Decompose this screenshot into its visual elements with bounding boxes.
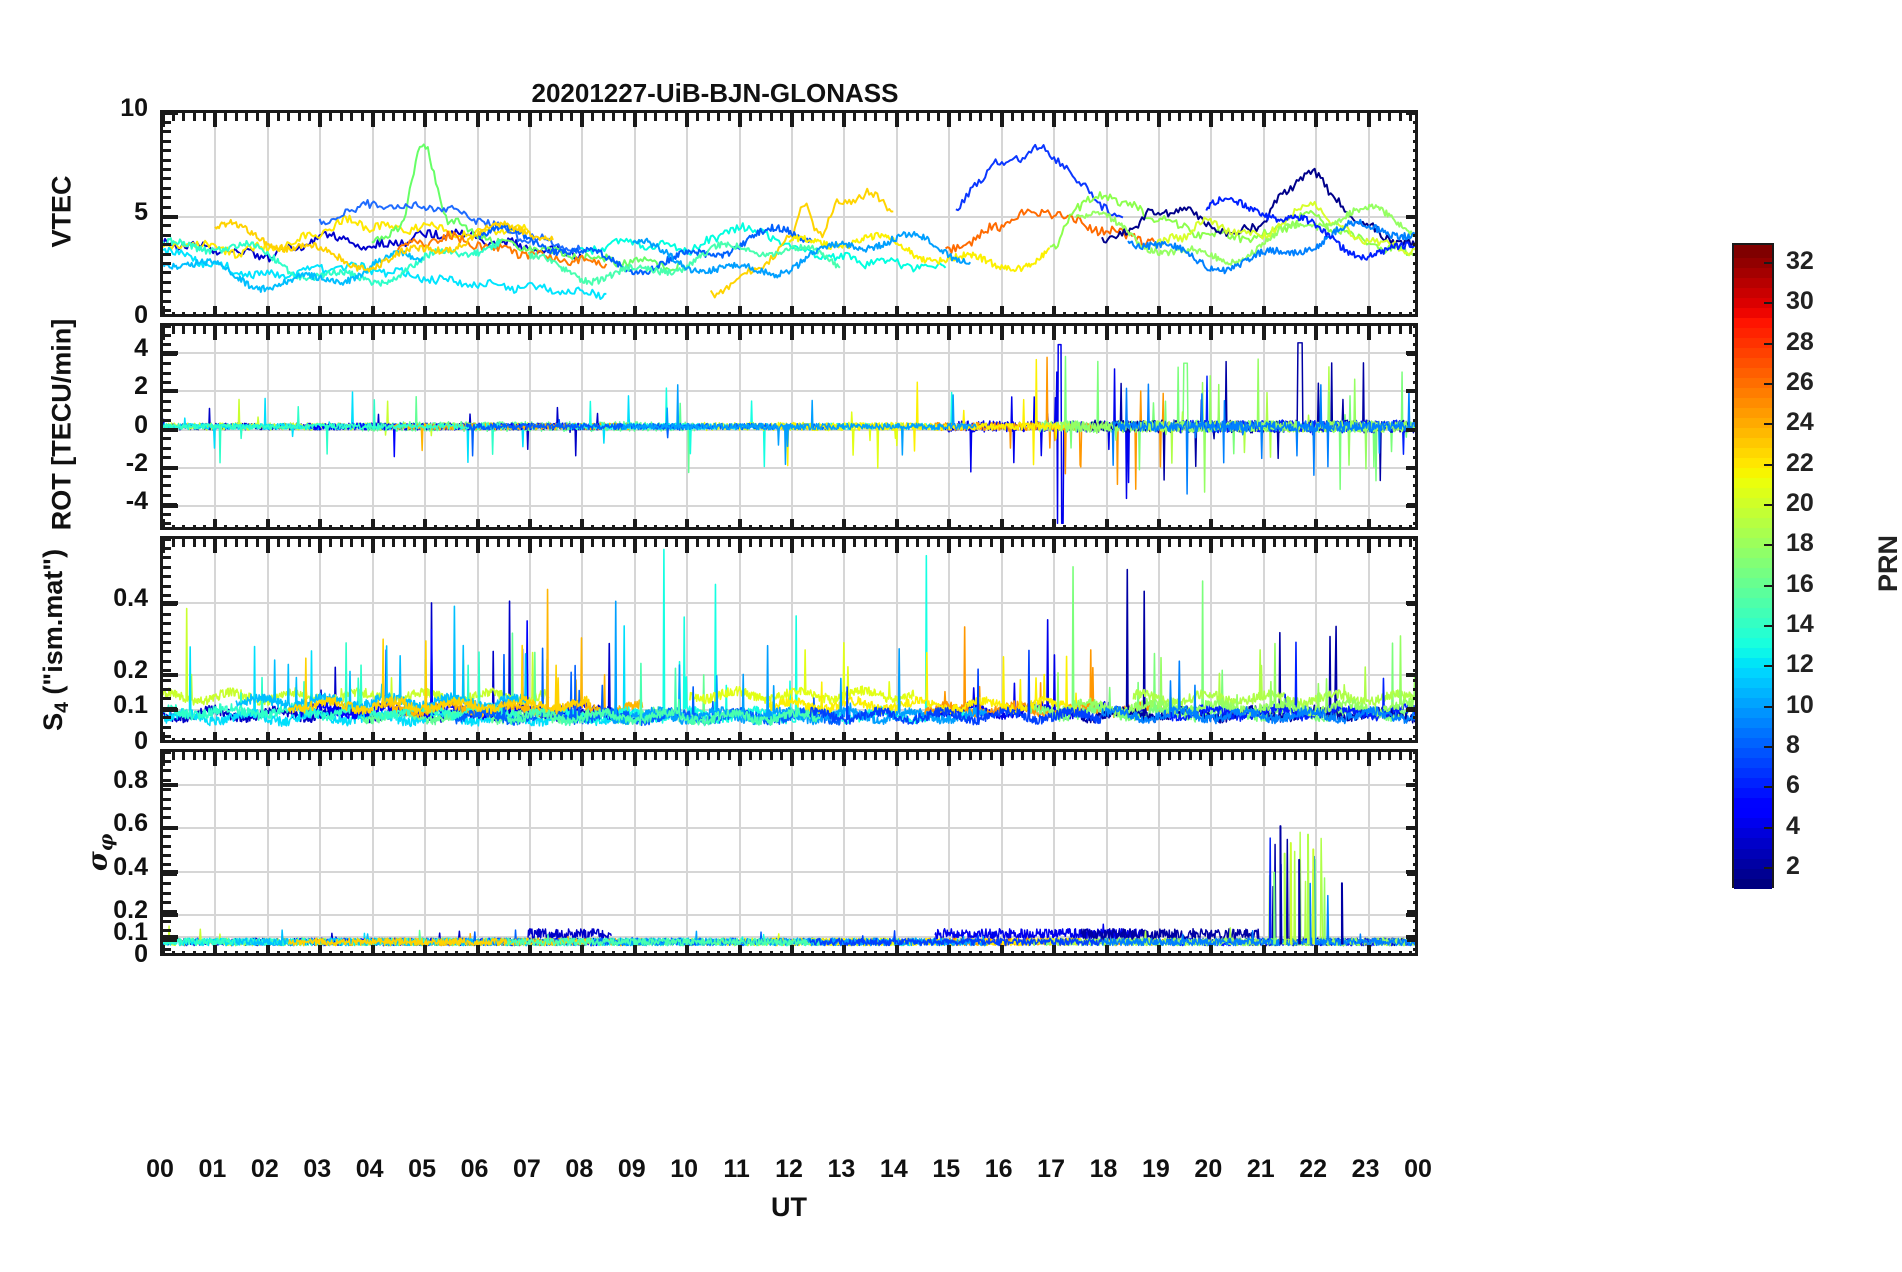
ytick-rot-2: 0 — [134, 410, 148, 439]
colorbar-tick-11: 24 — [1786, 408, 1814, 437]
xtick-0: 00 — [146, 1155, 174, 1183]
ytick-s4-3: 0.4 — [113, 584, 148, 613]
xtick-5: 05 — [408, 1155, 436, 1183]
ytick-sigmaphi-3: 0.4 — [113, 852, 148, 881]
colorbar-tickmark-3 — [1764, 745, 1773, 748]
xtick-13: 13 — [827, 1155, 856, 1183]
traces-s4 — [163, 539, 1415, 740]
ytick-vtec-0: 0 — [134, 301, 148, 329]
xtick-19: 19 — [1142, 1155, 1170, 1183]
colorbar-tick-3: 8 — [1786, 730, 1800, 759]
xtick-12: 12 — [775, 1155, 803, 1183]
colorbar-tickmark-8 — [1764, 544, 1773, 547]
panel-vtec — [160, 110, 1418, 317]
ytick-vtec-1: 5 — [134, 197, 148, 226]
traces-rot — [163, 326, 1415, 527]
colorbar-tick-0: 2 — [1786, 851, 1800, 880]
colorbar-tickmark-1 — [1764, 826, 1773, 829]
colorbar-tickmark-15 — [1764, 262, 1773, 265]
ytick-rot-4: 4 — [134, 333, 148, 362]
colorbar-tickmark-2 — [1764, 786, 1773, 789]
xtick-10: 10 — [670, 1155, 699, 1183]
xlabel: UT — [771, 1192, 807, 1222]
xtick-3: 03 — [303, 1155, 332, 1183]
colorbar-tickmark-14 — [1764, 302, 1773, 305]
colorbar-tickmark-6 — [1764, 624, 1773, 627]
ytick-rot-1: -2 — [125, 448, 148, 477]
ytick-s4-0: 0 — [134, 727, 148, 755]
colorbar-tick-8: 18 — [1786, 529, 1814, 558]
xtick-6: 06 — [460, 1155, 489, 1183]
colorbar-tick-12: 26 — [1786, 368, 1814, 397]
colorbar-tick-14: 30 — [1786, 287, 1814, 316]
xtick-7: 07 — [513, 1155, 541, 1183]
ytick-sigmaphi-0: 0 — [134, 940, 148, 968]
colorbar-tickmark-10 — [1764, 463, 1773, 466]
xtick-23: 23 — [1351, 1155, 1380, 1183]
colorbar-tickmark-0 — [1764, 866, 1773, 869]
colorbar-tick-10: 22 — [1786, 448, 1814, 477]
xtick-18: 18 — [1089, 1155, 1118, 1183]
colorbar-tick-5: 12 — [1786, 650, 1814, 679]
colorbar-tick-9: 20 — [1786, 489, 1814, 518]
grid-sigmaphi — [163, 752, 1415, 953]
colorbar-tickmark-12 — [1764, 383, 1773, 386]
xtick-17: 17 — [1037, 1155, 1065, 1183]
xtick-20: 20 — [1194, 1155, 1223, 1183]
colorbar-tickmark-7 — [1764, 584, 1773, 587]
colorbar-tick-4: 10 — [1786, 690, 1814, 719]
traces-sigmaphi — [163, 752, 1415, 953]
xtick-16: 16 — [984, 1155, 1013, 1183]
panel-sigmaphi — [160, 749, 1418, 956]
ytick-sigmaphi-4: 0.6 — [113, 809, 148, 838]
traces-vtec — [163, 113, 1415, 314]
colorbar-tick-7: 16 — [1786, 569, 1814, 598]
colorbar-tick-1: 4 — [1786, 811, 1800, 840]
colorbar-tickmark-9 — [1764, 504, 1773, 507]
colorbar-tickmark-13 — [1764, 342, 1773, 345]
ytick-sigmaphi-2: 0.2 — [113, 896, 148, 925]
panel-s4 — [160, 536, 1418, 743]
ytick-s4-1: 0.1 — [113, 691, 148, 720]
xtick-1: 01 — [198, 1155, 227, 1183]
colorbar-tick-6: 14 — [1786, 609, 1814, 638]
ytick-s4-2: 0.2 — [113, 655, 148, 684]
xtick-9: 09 — [617, 1155, 646, 1183]
colorbar-tick-13: 28 — [1786, 327, 1814, 356]
xtick-8: 08 — [565, 1155, 594, 1183]
ytick-sigmaphi-5: 0.8 — [113, 765, 148, 794]
xtick-4: 04 — [355, 1155, 384, 1183]
colorbar-tickmark-4 — [1764, 705, 1773, 708]
xtick-11: 11 — [723, 1155, 750, 1183]
colorbar-tickmark-5 — [1764, 665, 1773, 668]
colorbar-tick-15: 32 — [1786, 247, 1814, 276]
xtick-24: 00 — [1404, 1155, 1432, 1183]
xtick-22: 22 — [1299, 1155, 1328, 1183]
ytick-rot-0: -4 — [125, 487, 148, 516]
xtick-2: 02 — [250, 1155, 279, 1183]
panel-rot — [160, 323, 1418, 530]
ytick-sigmaphi-1: 0.1 — [113, 918, 148, 947]
xtick-15: 15 — [932, 1155, 961, 1183]
ytick-rot-3: 2 — [134, 372, 148, 401]
colorbar[interactable] — [1732, 243, 1774, 889]
colorbar-tickmark-11 — [1764, 423, 1773, 426]
colorbar-tick-2: 6 — [1786, 771, 1800, 800]
xtick-14: 14 — [879, 1155, 908, 1183]
xtick-21: 21 — [1246, 1155, 1275, 1183]
ytick-vtec-2: 10 — [120, 94, 148, 122]
colorbar-label: PRN — [1873, 534, 1902, 592]
figure-title: 20201227-UiB-BJN-GLONASS — [531, 78, 899, 108]
